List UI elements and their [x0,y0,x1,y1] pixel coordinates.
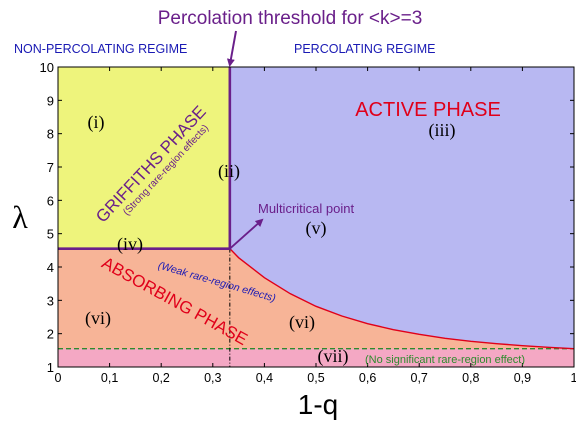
x-tick-label: 0,7 [411,371,428,385]
region-iv: (iv) [117,234,143,255]
y-tick-label: 8 [47,127,54,142]
x-axis-ticks: 0 0,1 0,2 0,3 0,4 0,5 0,6 0,7 0,8 0,9 1 [55,67,576,385]
y-tick-label: 4 [47,260,54,275]
y-tick-label: 7 [47,160,54,175]
x-tick-label: 0,3 [204,371,221,385]
x-tick-label: 1 [571,371,576,385]
multicritical-arrow [229,218,264,250]
region-vi-left: (vi) [85,308,111,329]
region-ii: (ii) [218,161,240,182]
y-axis-ticks: 1 2 3 4 5 6 7 8 9 10 [40,60,574,375]
chart-title: Percolation threshold for <k>=3 [158,8,423,29]
x-tick-label: 0,2 [153,371,170,385]
y-tick-label: 5 [47,227,54,242]
x-tick-label: 0,5 [307,371,324,385]
absorbing-phase-region [58,248,574,367]
x-tick-label: 0,1 [101,371,118,385]
no-effect-note: (No significant rare-region effect) [365,354,525,366]
no-effect-region [58,348,574,367]
region-i: (i) [88,112,105,133]
x-axis-label: 1-q [298,389,338,420]
x-tick-label: 0,4 [256,371,273,385]
region-iii: (iii) [429,120,456,141]
non-percolating-label: NON-PERCOLATING REGIME [14,42,187,56]
y-tick-label: 2 [47,327,54,342]
region-v: (v) [306,218,327,239]
threshold-arrow [226,30,237,67]
y-tick-label: 3 [47,293,54,308]
y-tick-label: 9 [47,93,54,108]
active-phase-label: ACTIVE PHASE [355,99,501,121]
y-tick-label: 10 [40,60,54,75]
phase-boundary-curve [229,248,575,350]
percolating-label: PERCOLATING REGIME [294,42,435,56]
multicritical-label: Multicritical point [258,201,354,216]
x-tick-label: 0,9 [514,371,531,385]
region-vii: (vii) [318,346,349,367]
x-tick-label: 0,8 [462,371,479,385]
y-axis-label: λ [12,199,28,235]
griffiths-boundary-line [58,67,232,250]
x-tick-label: 0 [55,371,62,385]
griffiths-phase-region [58,67,230,249]
region-vi-right: (vi) [289,312,315,333]
y-tick-label: 1 [47,360,54,375]
y-tick-label: 6 [47,193,54,208]
x-tick-label: 0,6 [359,371,376,385]
